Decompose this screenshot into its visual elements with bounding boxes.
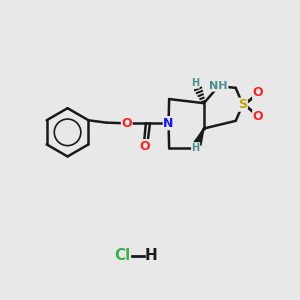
- Text: H: H: [192, 142, 200, 153]
- Text: O: O: [253, 110, 263, 123]
- Text: H: H: [191, 78, 199, 88]
- Text: N: N: [164, 117, 174, 130]
- Polygon shape: [194, 128, 204, 145]
- Text: O: O: [253, 86, 263, 99]
- Text: S: S: [238, 98, 247, 111]
- Text: H: H: [145, 248, 158, 263]
- Text: NH: NH: [209, 81, 228, 91]
- Text: Cl: Cl: [114, 248, 130, 263]
- Text: O: O: [139, 140, 150, 153]
- Text: O: O: [122, 117, 132, 130]
